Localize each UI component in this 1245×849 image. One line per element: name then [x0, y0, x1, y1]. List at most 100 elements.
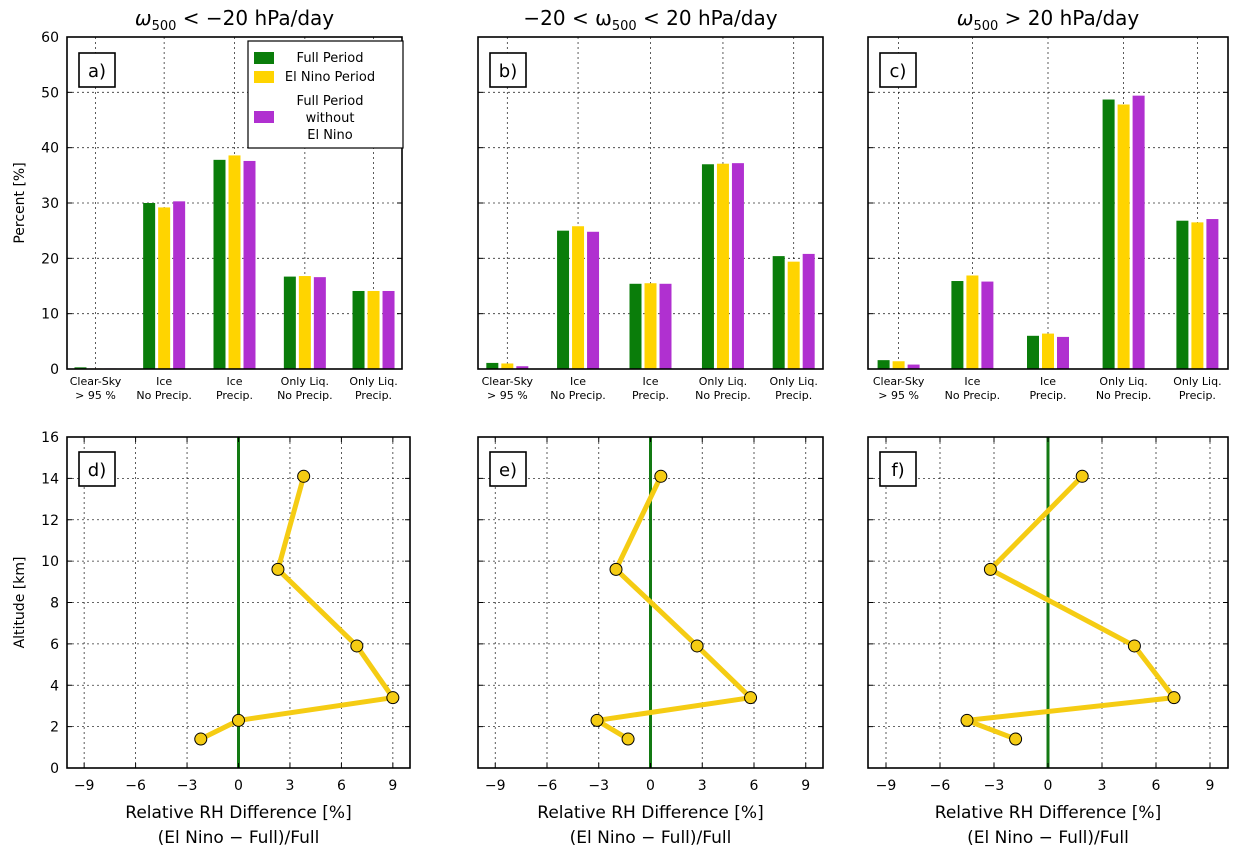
panel-label: e) [499, 460, 517, 481]
panel-label: b) [499, 61, 517, 82]
category-label: No Precip. [945, 389, 1001, 402]
line-panel-d: −9 −6 −3 0 3 6 9 0 2 4 6 8 10 12 14 16 Relative RH Diffe… [12, 430, 411, 848]
y-tick-label: 14 [41, 471, 59, 487]
bar [501, 363, 514, 369]
x-axis-label: Relative RH Difference [%] [537, 803, 763, 823]
title-part: ω [135, 6, 152, 30]
x-tick-label: 3 [1098, 778, 1107, 794]
legend-label: El Nino [307, 128, 353, 143]
x-tick-label: 6 [1152, 778, 1161, 794]
panel-label-box [78, 52, 116, 88]
legend-label: Full Period [297, 94, 364, 109]
category-label: Ice [1040, 375, 1056, 388]
legend-label: without [306, 111, 355, 126]
x-tick-label: −6 [930, 778, 951, 794]
title-subscript: 500 [974, 19, 999, 34]
bar [352, 290, 365, 369]
data-point [297, 469, 311, 483]
category-label: Precip. [355, 389, 392, 402]
x-axis-label: (El Nino − Full)/Full [967, 828, 1129, 848]
bar [787, 261, 800, 369]
x-tick-label: −6 [537, 778, 558, 794]
x-tick-label: 6 [750, 778, 759, 794]
title-part: > 20 hPa/day [998, 6, 1139, 30]
data-point [1127, 639, 1141, 653]
panel-label: c) [890, 61, 907, 82]
panel-label-box [489, 451, 527, 487]
y-axis-label: Percent [%] [12, 162, 28, 243]
bar [1117, 104, 1130, 370]
line-panel-f: −9 −6 −3 0 3 6 9 Relative RH Difference [%] (El … [867, 436, 1229, 848]
category-label: Ice [226, 375, 242, 388]
category-label: Precip. [1029, 389, 1066, 402]
y-tick-label: 10 [41, 554, 59, 570]
category-label: Precip. [632, 389, 669, 402]
legend-label: El Nino Period [285, 70, 375, 85]
legend-swatch [254, 111, 274, 123]
category-label: No Precip. [277, 389, 333, 402]
panel-title: ω500 > 20 hPa/day [957, 6, 1140, 34]
panel-label-box [879, 52, 917, 88]
y-tick-label: 2 [50, 720, 59, 736]
bar [716, 163, 729, 369]
category-label: Only Liq. [349, 375, 397, 388]
bar [981, 281, 994, 369]
category-label: > 95 % [75, 389, 116, 402]
x-tick-label: 0 [646, 778, 655, 794]
legend-swatch [254, 71, 274, 83]
category-label: Only Liq. [1099, 375, 1147, 388]
y-tick-label: 10 [41, 307, 59, 323]
y-tick-label: 20 [41, 251, 59, 267]
category-label: > 95 % [878, 389, 919, 402]
panel-label: d) [88, 460, 106, 481]
category-label: Ice [156, 375, 172, 388]
bar [228, 155, 241, 369]
x-tick-label: −3 [177, 778, 198, 794]
data-point [194, 732, 208, 746]
y-tick-label: 6 [50, 637, 59, 653]
x-tick-label: 6 [337, 778, 346, 794]
x-tick-label: −6 [125, 778, 146, 794]
bar [892, 361, 905, 369]
x-tick-label: −9 [485, 778, 506, 794]
bar [1132, 95, 1145, 370]
x-tick-label: 3 [698, 778, 707, 794]
x-tick-label: 3 [285, 778, 294, 794]
title-part: < 20 hPa/day [637, 6, 778, 30]
x-tick-label: 0 [234, 778, 243, 794]
bar [659, 283, 672, 369]
y-tick-label: 60 [41, 30, 59, 46]
y-tick-label: 12 [41, 513, 59, 529]
bar [313, 277, 326, 369]
data-point [350, 639, 364, 653]
category-label: Only Liq. [769, 375, 817, 388]
data-point [690, 639, 704, 653]
x-axis-label: (El Nino − Full)/Full [570, 828, 732, 848]
bar [802, 253, 815, 369]
category-label: Ice [642, 375, 658, 388]
bar [731, 163, 744, 369]
data-point [983, 562, 997, 576]
x-tick-label: −9 [876, 778, 897, 794]
bar [1191, 222, 1204, 369]
category-label: No Precip. [136, 389, 192, 402]
bar [382, 290, 395, 369]
data-point [609, 562, 623, 576]
y-tick-label: 16 [41, 430, 59, 446]
category-label: No Precip. [1096, 389, 1152, 402]
bar [367, 290, 380, 369]
line-panel-e: −9 −6 −3 0 3 6 9 Relative RH Difference [%] (El … [477, 436, 824, 848]
title-part: −20 < ω [523, 6, 611, 30]
panel-label-box [489, 52, 527, 88]
data-point [271, 562, 285, 576]
bar [877, 360, 890, 369]
bar [486, 362, 499, 369]
x-tick-label: −3 [588, 778, 609, 794]
category-label: Precip. [1179, 389, 1216, 402]
bar [1176, 220, 1189, 369]
bar [1057, 336, 1069, 369]
bar [243, 160, 256, 369]
category-label: Ice [964, 375, 980, 388]
